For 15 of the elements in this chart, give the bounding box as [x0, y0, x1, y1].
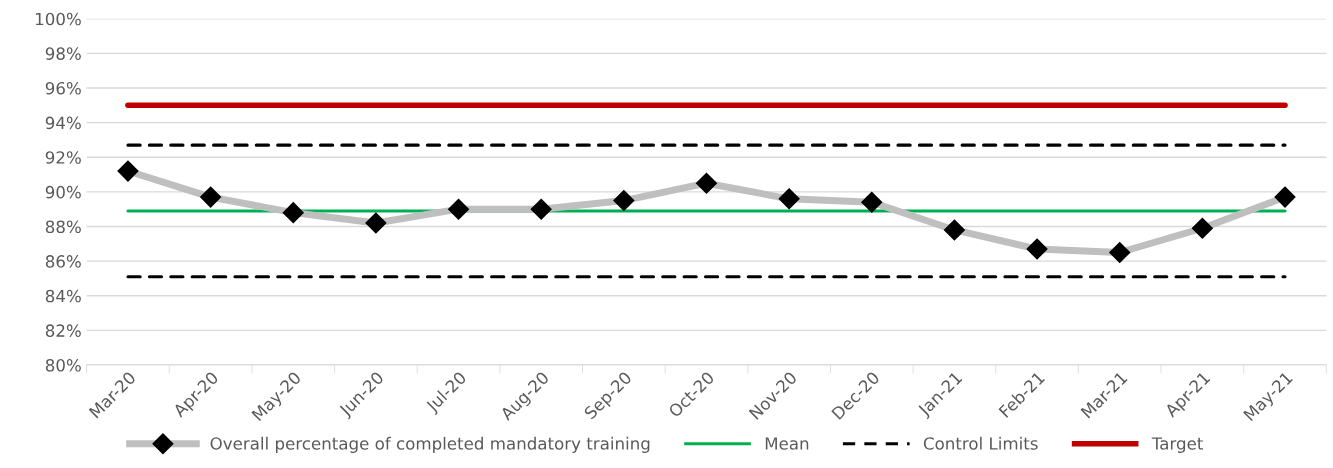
- y-tick-label: 96%: [45, 81, 81, 95]
- legend-label: Control Limits: [923, 436, 1038, 450]
- y-tick-label: 94%: [45, 116, 81, 130]
- y-tick-label: 98%: [45, 47, 81, 60]
- y-tick-label: 86%: [45, 255, 81, 268]
- y-tick-label: 90%: [45, 185, 81, 199]
- y-tick-label: 82%: [45, 324, 81, 337]
- legend-label: Mean: [765, 437, 809, 450]
- legend-label: Overall percentage of completed mandatory training: [210, 436, 650, 453]
- y-tick-label: 100%: [35, 12, 81, 26]
- y-tick-label: 84%: [45, 289, 81, 303]
- legend-label: Target: [1151, 437, 1203, 453]
- y-tick-label: 80%: [45, 359, 81, 372]
- y-tick-label: 92%: [45, 151, 81, 164]
- y-tick-label: 88%: [45, 220, 81, 234]
